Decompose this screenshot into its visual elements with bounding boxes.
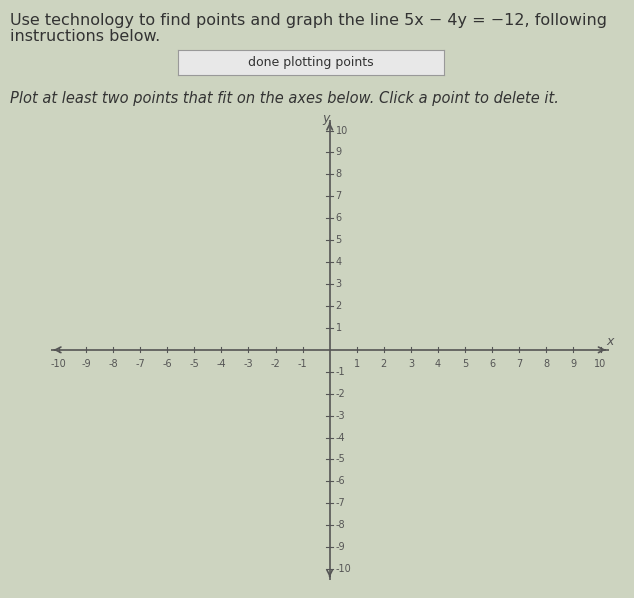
Text: -2: -2 (271, 359, 280, 368)
Text: -3: -3 (335, 411, 346, 420)
Text: 7: 7 (516, 359, 522, 368)
Text: -1: -1 (335, 367, 346, 377)
Text: -3: -3 (243, 359, 253, 368)
Text: 2: 2 (381, 359, 387, 368)
Text: -6: -6 (162, 359, 172, 368)
Text: -7: -7 (335, 498, 346, 508)
Text: -9: -9 (335, 542, 346, 552)
Text: 3: 3 (408, 359, 414, 368)
Text: Plot at least two points that fit on the axes below. Click a point to delete it.: Plot at least two points that fit on the… (10, 91, 559, 106)
Text: 10: 10 (595, 359, 607, 368)
Text: -6: -6 (335, 477, 346, 486)
Text: 8: 8 (335, 169, 342, 179)
Text: instructions below.: instructions below. (10, 29, 160, 44)
Text: -5: -5 (335, 454, 346, 465)
Text: 4: 4 (335, 257, 342, 267)
Text: y: y (322, 112, 329, 125)
Text: -7: -7 (135, 359, 145, 368)
Text: 6: 6 (489, 359, 495, 368)
Text: -4: -4 (217, 359, 226, 368)
Text: -10: -10 (335, 564, 351, 574)
Text: -8: -8 (335, 520, 346, 530)
Text: 1: 1 (335, 323, 342, 333)
Text: 3: 3 (335, 279, 342, 289)
Text: Use technology to find points and graph the line 5x − 4y = −12, following: Use technology to find points and graph … (10, 13, 607, 28)
Text: x: x (606, 334, 614, 347)
Text: -5: -5 (190, 359, 199, 368)
Text: -8: -8 (108, 359, 118, 368)
Text: -1: -1 (298, 359, 307, 368)
Text: 1: 1 (354, 359, 360, 368)
Text: -10: -10 (51, 359, 67, 368)
Text: 10: 10 (335, 126, 348, 136)
Text: done plotting points: done plotting points (248, 56, 373, 69)
Text: -9: -9 (81, 359, 91, 368)
Text: 5: 5 (335, 235, 342, 245)
Text: -2: -2 (335, 389, 346, 399)
Text: 2: 2 (335, 301, 342, 311)
Text: 9: 9 (335, 148, 342, 157)
Text: 9: 9 (571, 359, 576, 368)
Text: 8: 8 (543, 359, 550, 368)
Text: 4: 4 (435, 359, 441, 368)
Text: -4: -4 (335, 432, 346, 443)
Text: 7: 7 (335, 191, 342, 202)
Text: 6: 6 (335, 213, 342, 223)
Text: 5: 5 (462, 359, 469, 368)
